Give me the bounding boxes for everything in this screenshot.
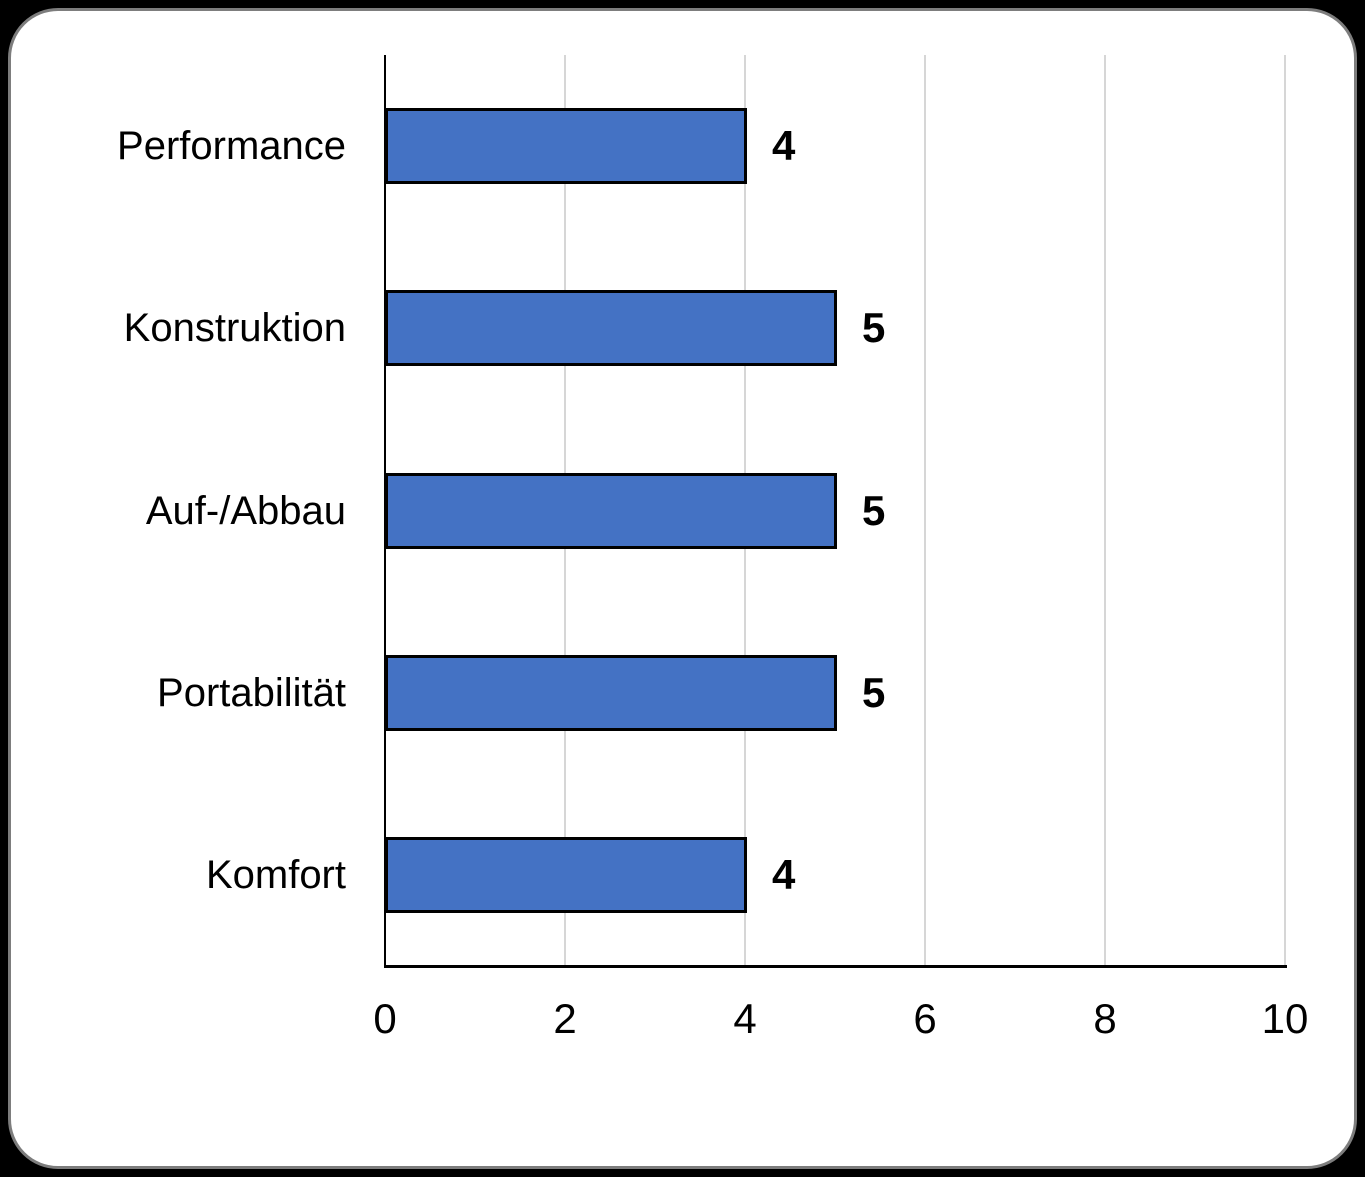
category-label: Portabilität bbox=[157, 670, 346, 715]
category-label: Konstruktion bbox=[123, 306, 346, 351]
category-label: Komfort bbox=[205, 852, 346, 897]
bar-konstruktion bbox=[385, 290, 837, 367]
x-tick-label-8: 8 bbox=[1093, 995, 1117, 1042]
bar-portabilit-t bbox=[385, 654, 837, 731]
gridline-x-8 bbox=[1104, 55, 1106, 966]
x-tick-label-2: 2 bbox=[553, 995, 577, 1042]
x-axis-line bbox=[384, 965, 1287, 968]
category-label: Performance bbox=[117, 124, 346, 169]
bar-value-label: 5 bbox=[862, 304, 886, 352]
bar-komfort bbox=[385, 836, 747, 913]
bar-auf-abbau bbox=[385, 472, 837, 549]
bar-value-label: 4 bbox=[772, 850, 796, 898]
bar-performance bbox=[385, 108, 747, 185]
bar-value-label: 5 bbox=[862, 668, 886, 716]
gridline-x-10 bbox=[1284, 55, 1286, 966]
bar-value-label: 5 bbox=[862, 486, 886, 534]
x-tick-label-6: 6 bbox=[913, 995, 937, 1042]
chart-card bbox=[8, 8, 1357, 1169]
x-tick-label-10: 10 bbox=[1261, 995, 1309, 1042]
bar-value-label: 4 bbox=[772, 122, 796, 170]
x-tick-label-0: 0 bbox=[373, 995, 397, 1042]
category-label: Auf-/Abbau bbox=[145, 488, 346, 533]
gridline-x-6 bbox=[924, 55, 926, 966]
x-tick-label-4: 4 bbox=[733, 995, 757, 1042]
